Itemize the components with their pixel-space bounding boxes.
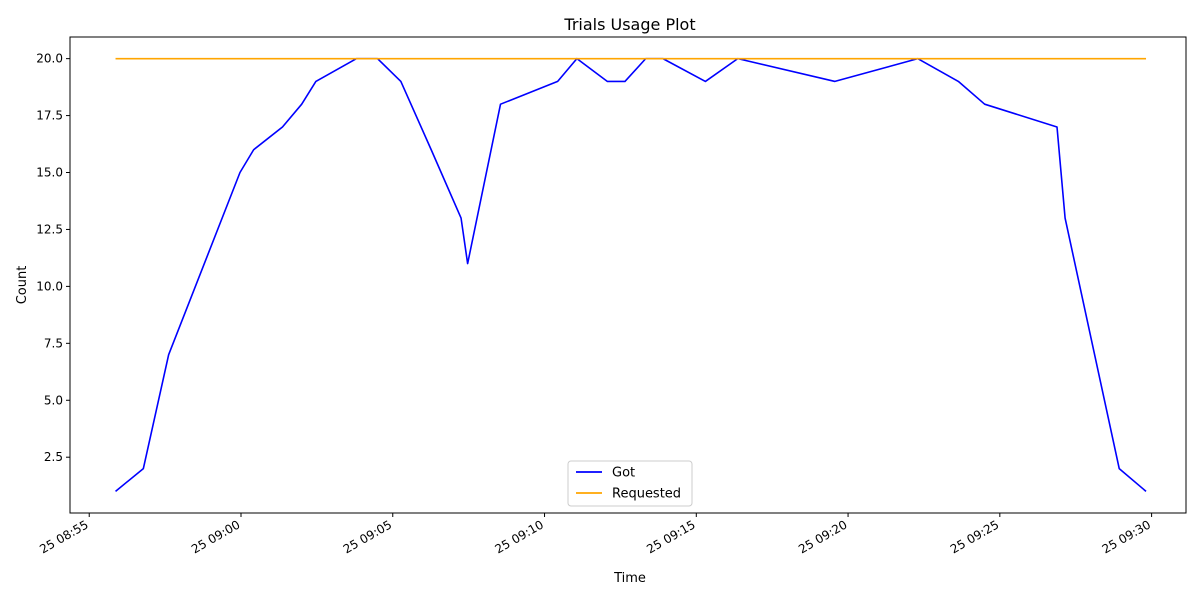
series-line-got: [115, 57, 1147, 492]
y-tick-label: 17.5: [36, 109, 63, 123]
chart-title: Trials Usage Plot: [563, 15, 695, 34]
y-axis-label: Count: [15, 266, 30, 305]
y-tick-label: 15.0: [36, 166, 63, 180]
legend-label-requested: Requested: [612, 487, 681, 502]
y-tick-label: 10.0: [36, 279, 63, 293]
plot-frame: [69, 36, 1187, 514]
y-tick-label: 5.0: [44, 393, 63, 407]
y-tick-label: 20.0: [36, 52, 63, 66]
y-tick-label: 7.5: [44, 336, 63, 350]
legend-label-got: Got: [612, 466, 635, 481]
y-tick-label: 2.5: [44, 450, 63, 464]
x-axis-label: Time: [613, 571, 646, 586]
y-tick-label: 12.5: [36, 222, 63, 236]
